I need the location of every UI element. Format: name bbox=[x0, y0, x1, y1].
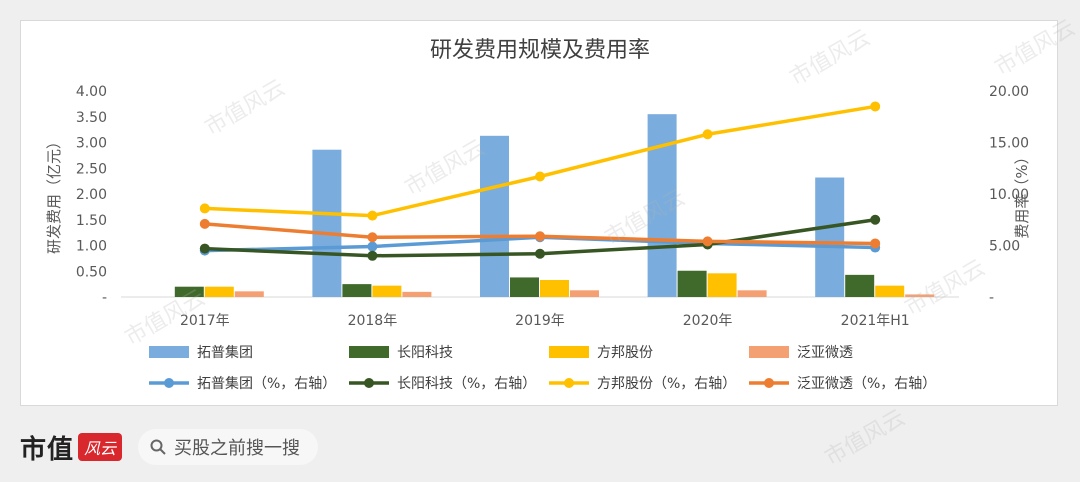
legend-swatch bbox=[149, 346, 189, 358]
line-point bbox=[702, 129, 713, 140]
legend-swatch bbox=[749, 346, 789, 358]
legend-label: 拓普集团 bbox=[197, 344, 253, 361]
y-left-tick-label: 3.50 bbox=[76, 110, 107, 126]
x-tick-label: 2018年 bbox=[348, 313, 398, 329]
line-point bbox=[199, 243, 210, 254]
brand-text: 市值 bbox=[20, 434, 75, 465]
y-right-tick-label: 15.00 bbox=[989, 136, 1029, 152]
bar bbox=[510, 277, 539, 297]
line-point bbox=[870, 214, 881, 225]
line-point bbox=[535, 231, 545, 242]
x-tick-label: 2017年 bbox=[180, 313, 230, 329]
bar bbox=[815, 177, 845, 297]
search-bar[interactable]: 买股之前搜一搜 bbox=[138, 429, 319, 465]
line-point bbox=[367, 210, 378, 221]
legend-marker bbox=[364, 378, 374, 388]
bar bbox=[707, 273, 737, 297]
line-point bbox=[367, 250, 378, 261]
bar bbox=[174, 286, 204, 297]
line-point bbox=[367, 241, 378, 252]
search-icon bbox=[150, 439, 166, 455]
y-left-tick-label: 2.50 bbox=[76, 161, 107, 177]
legend-label: 方邦股份（%，右轴） bbox=[597, 376, 736, 392]
y-left-axis-label: 研发费用（亿元） bbox=[45, 134, 63, 254]
y-left-tick-label: 4.00 bbox=[76, 84, 107, 100]
chart-title: 研发费用规模及费用率 bbox=[430, 38, 650, 63]
line-point bbox=[870, 238, 881, 249]
legend-swatch bbox=[349, 346, 389, 358]
bar bbox=[402, 291, 432, 297]
bar bbox=[570, 290, 599, 297]
line-point bbox=[199, 218, 210, 229]
y-right-tick-label: 10.00 bbox=[989, 187, 1029, 203]
legend-marker bbox=[564, 378, 574, 388]
legend-label: 拓普集团（%，右轴） bbox=[197, 375, 336, 392]
legend-label: 长阳科技（%，右轴） bbox=[397, 376, 536, 392]
bar bbox=[905, 294, 935, 297]
y-right-axis-label: 费用率（%） bbox=[1013, 149, 1031, 238]
legend-marker bbox=[764, 378, 774, 388]
legend-label: 方邦股份 bbox=[597, 345, 653, 361]
y-left-tick-label: 3.00 bbox=[76, 136, 107, 152]
legend-label: 泛亚微透（%，右轴） bbox=[797, 376, 936, 392]
bar bbox=[540, 280, 569, 297]
watermark: 市值风云 bbox=[820, 405, 910, 471]
y-left-tick-label: 2.00 bbox=[76, 187, 107, 203]
chart-card: 研发费用规模及费用率 - 0.50 1.00 1.50 2.00 2.50 3.00 3.50 4… bbox=[20, 20, 1058, 406]
line-point bbox=[367, 232, 378, 243]
bar bbox=[737, 290, 767, 297]
bar bbox=[677, 270, 707, 297]
bar bbox=[372, 285, 402, 297]
bar bbox=[312, 149, 342, 297]
x-tick-label: 2019年 bbox=[515, 313, 565, 329]
search-placeholder: 买股之前搜一搜 bbox=[174, 438, 301, 459]
line-point bbox=[870, 101, 881, 112]
bar bbox=[342, 284, 372, 297]
legend-label: 泛亚微透 bbox=[797, 345, 853, 361]
y-left-tick-label: - bbox=[102, 290, 107, 306]
bar bbox=[234, 291, 264, 297]
brand-mark: 风云 bbox=[78, 433, 123, 461]
y-right-tick-label: 20.00 bbox=[989, 84, 1029, 100]
bar bbox=[875, 285, 905, 297]
legend-swatch bbox=[549, 346, 589, 358]
legend-marker bbox=[164, 378, 174, 388]
footer: 市值 风云 买股之前搜一搜 bbox=[20, 424, 319, 470]
line-point bbox=[535, 171, 545, 182]
y-left-tick-label: 0.50 bbox=[76, 264, 107, 280]
bar bbox=[845, 274, 875, 297]
y-left-tick-label: 1.50 bbox=[76, 213, 107, 229]
bar bbox=[204, 286, 234, 297]
line-point bbox=[199, 203, 210, 214]
x-tick-label: 2020年 bbox=[683, 313, 733, 329]
y-left-tick-label: 1.00 bbox=[76, 239, 107, 255]
y-right-tick-label: - bbox=[989, 290, 994, 306]
legend-label: 长阳科技 bbox=[397, 345, 453, 361]
brand-logo: 市值 风云 bbox=[20, 429, 123, 466]
bar bbox=[480, 135, 509, 297]
x-tick-label: 2021年H1 bbox=[841, 313, 910, 329]
y-right-tick-label: 5.00 bbox=[989, 239, 1020, 255]
line-point bbox=[702, 236, 713, 247]
series-line bbox=[204, 104, 876, 218]
chart-svg: 研发费用规模及费用率 - 0.50 1.00 1.50 2.00 2.50 3.00 3.50 4… bbox=[45, 38, 1031, 392]
line-point bbox=[535, 248, 545, 259]
